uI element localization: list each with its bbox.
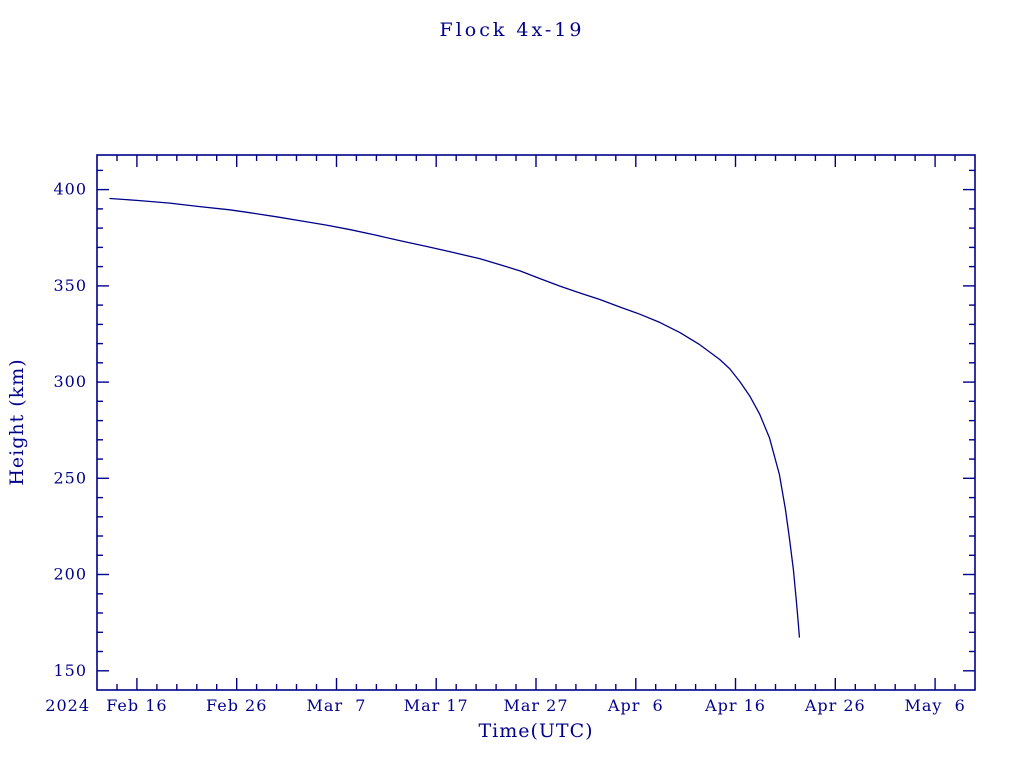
year-label: 2024 (45, 696, 90, 715)
x-ticks (116, 155, 956, 690)
x-tick-label: May 6 (904, 696, 965, 715)
y-tick-labels: 150 200 250 300 350 400 (53, 180, 87, 680)
y-tick-label: 200 (53, 565, 87, 584)
x-tick-labels: Feb 16 Feb 26 Mar 7 Mar 17 Mar 27 Apr 6 Apr 16… (45, 696, 965, 715)
chart-title: Flock 4x-19 (439, 19, 585, 41)
x-tick-label: Apr 16 (704, 696, 766, 715)
x-tick-label: Apr 6 (607, 696, 664, 715)
y-axis-label: Height (km) (6, 358, 28, 486)
y-tick-label: 300 (53, 372, 87, 391)
x-axis-label: Time(UTC) (478, 720, 594, 742)
x-tick-label: Mar 27 (503, 696, 568, 715)
y-ticks (97, 169, 975, 672)
x-tick-label: Apr 26 (804, 696, 866, 715)
height-curve (109, 197, 801, 638)
y-tick-label: 150 (53, 661, 87, 680)
x-tick-label: Feb 26 (206, 696, 267, 715)
x-tick-label: Feb 16 (106, 696, 167, 715)
x-tick-label: Mar 7 (307, 696, 367, 715)
plot-frame (96, 154, 976, 691)
x-tick-label: Mar 17 (404, 696, 469, 715)
y-tick-label: 400 (53, 180, 87, 199)
y-tick-label: 250 (53, 468, 87, 487)
y-tick-label: 350 (53, 276, 87, 295)
